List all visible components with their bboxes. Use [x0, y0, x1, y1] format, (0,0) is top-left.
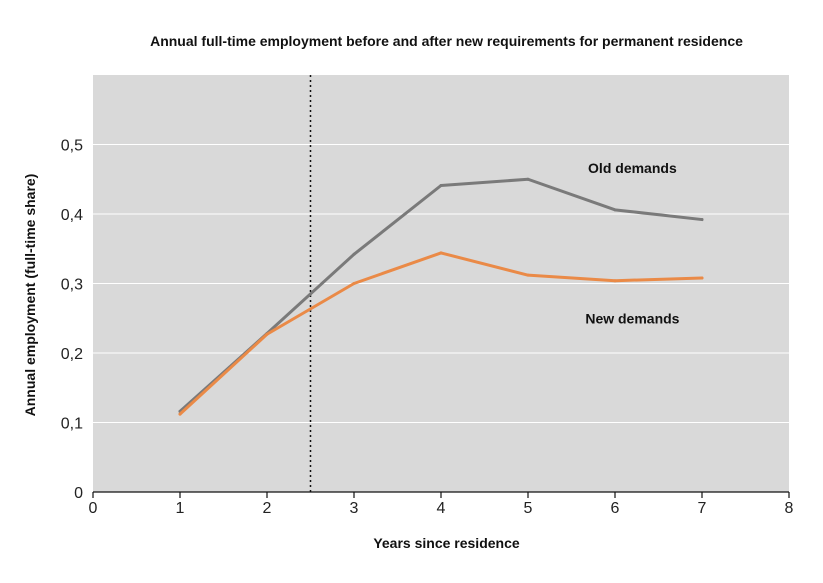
series-1-point-4	[526, 273, 530, 277]
series-0-point-3	[439, 184, 443, 188]
x-tick-label-0: 0	[89, 500, 98, 517]
y-tick-label-4: 0,4	[61, 207, 83, 224]
series-0-point-5	[613, 208, 617, 212]
series-0-point-6	[700, 218, 704, 222]
y-tick-label-5: 0,5	[61, 138, 83, 155]
series-1-point-3	[439, 251, 443, 255]
y-tick-label-0: 0	[74, 485, 83, 502]
x-tick-label-2: 2	[263, 500, 272, 517]
series-1-point-6	[700, 276, 704, 280]
series-1-point-1	[265, 332, 269, 336]
chart-title: Annual full-time employment before and a…	[150, 33, 743, 49]
y-tick-label-3: 0,3	[61, 277, 83, 294]
x-tick-label-7: 7	[698, 500, 707, 517]
y-tick-label-1: 0,1	[61, 416, 83, 433]
x-tick-label-5: 5	[524, 500, 533, 517]
series-1-point-5	[613, 279, 617, 283]
series-1-point-0	[178, 412, 182, 416]
y-tick-label-2: 0,2	[61, 346, 83, 363]
series-1-point-2	[352, 282, 356, 285]
x-axis-title: Years since residence	[373, 535, 520, 551]
x-tick-label-3: 3	[350, 500, 359, 517]
x-tick-label-8: 8	[785, 500, 794, 517]
series-label-0: Old demands	[588, 160, 677, 176]
series-label-1: New demands	[585, 310, 679, 326]
series-0-point-4	[526, 177, 530, 181]
x-tick-label-4: 4	[437, 500, 446, 517]
series-0-point-2	[352, 252, 356, 256]
x-tick-label-6: 6	[611, 500, 620, 517]
x-tick-label-1: 1	[176, 500, 185, 517]
